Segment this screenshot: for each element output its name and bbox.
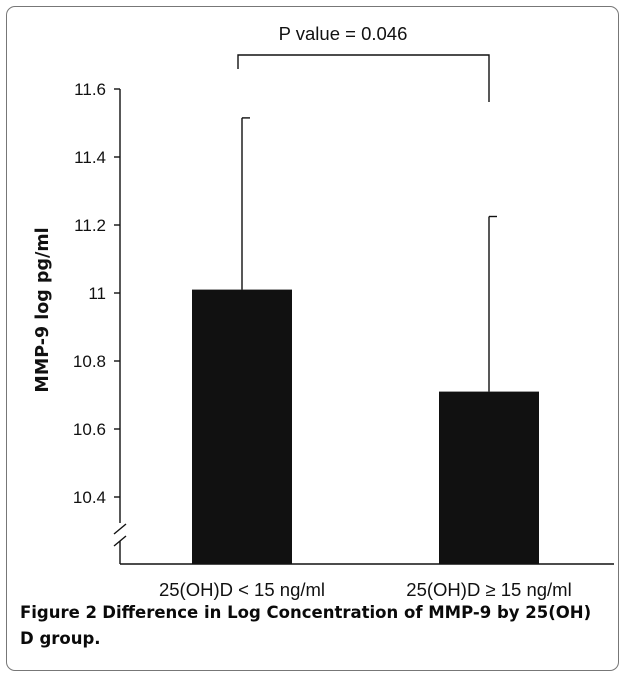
caption-label: Figure 2: [20, 603, 98, 622]
caption-text: Difference in Log Concentration of MMP-9…: [20, 603, 592, 648]
y-ticks: 10.4 10.6 10.8 11 11.2 11.4 11.6: [73, 80, 120, 507]
significance-bracket: P value = 0.046: [237, 23, 490, 102]
bar: [192, 289, 292, 564]
bars: [192, 117, 539, 564]
y-tick-label: 11: [88, 284, 106, 303]
x-tick-labels: 25(OH)D < 15 ng/ml 25(OH)D ≥ 15 ng/ml: [159, 579, 572, 600]
y-tick-label: 11.6: [74, 80, 106, 99]
x-tick-label: 25(OH)D ≥ 15 ng/ml: [406, 579, 571, 600]
bar-chart: 10.4 10.6 10.8 11 11.2 11.4 11.6 25(OH)D < 15 …: [33, 23, 614, 600]
y-tick-label: 10.4: [73, 488, 106, 507]
y-tick-label: 10.8: [73, 352, 106, 371]
y-axis-label: MMP-9 log pg/ml: [33, 227, 53, 392]
y-tick-label: 11.2: [74, 216, 106, 235]
p-value-annotation: P value = 0.046: [279, 23, 408, 44]
y-tick-label: 10.6: [73, 420, 106, 439]
y-tick-label: 11.4: [74, 148, 106, 167]
bracket-line: [237, 54, 490, 102]
figure-caption: Figure 2 Difference in Log Concentration…: [20, 600, 610, 652]
axis-break-mark: [113, 523, 127, 535]
x-tick-label: 25(OH)D < 15 ng/ml: [159, 579, 325, 600]
bar: [439, 391, 539, 564]
